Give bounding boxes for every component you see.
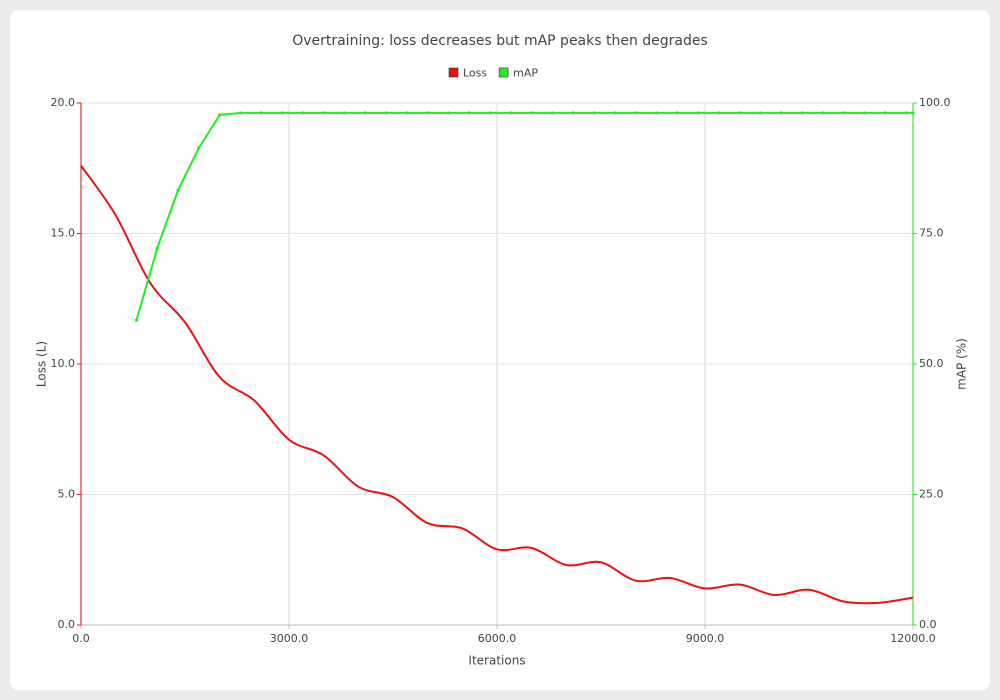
point (176, 188, 180, 192)
point (717, 111, 721, 115)
point (384, 111, 388, 115)
y-tick-label: 0.0 (58, 618, 76, 631)
point (738, 111, 742, 115)
point (592, 111, 596, 115)
y-axis-title: Loss (L) (35, 341, 49, 387)
point (446, 111, 451, 115)
chart-title: Overtraining: loss decreases but mAP pea… (292, 33, 708, 49)
x-tick-label: 9000.0 (686, 632, 725, 645)
point (155, 246, 159, 250)
point (696, 111, 700, 115)
point (259, 111, 263, 115)
y2-tick-label: 0.0 (919, 618, 937, 631)
y2-tick-label: 75.0 (919, 227, 944, 240)
point (613, 111, 617, 115)
point (821, 111, 825, 115)
legend-label: Loss (463, 67, 487, 80)
point (342, 111, 347, 115)
point (911, 111, 915, 115)
series-line (135, 111, 913, 321)
point (134, 318, 139, 322)
card (10, 10, 990, 690)
y2-axis-title: mAP (%) (955, 338, 969, 390)
y-tick-label: 5.0 (58, 488, 76, 501)
point (654, 111, 659, 115)
y-tick-label: 20.0 (51, 96, 76, 109)
y2-tick-label: 100.0 (919, 96, 951, 109)
point (634, 111, 638, 115)
y-tick-label: 15.0 (51, 227, 76, 240)
point (426, 111, 430, 115)
legend-swatch (498, 67, 509, 78)
point (218, 113, 222, 117)
legend-swatch (448, 67, 459, 78)
point (842, 111, 846, 115)
point (758, 111, 763, 115)
legend-label: mAP (513, 67, 538, 80)
y2-tick-label: 25.0 (919, 488, 944, 501)
point (509, 111, 513, 115)
series-line (80, 165, 914, 605)
point (280, 111, 284, 115)
x-tick-label: 12000.0 (890, 632, 936, 645)
point (779, 111, 783, 115)
point (197, 146, 201, 150)
x-axis-title: Iterations (468, 654, 525, 668)
point (800, 111, 804, 115)
y2-tick-label: 50.0 (919, 357, 944, 370)
point (363, 111, 367, 115)
point (883, 111, 887, 115)
x-tick-label: 0.0 (72, 632, 90, 645)
point (488, 111, 492, 115)
x-tick-label: 3000.0 (270, 632, 309, 645)
point (550, 111, 555, 115)
point (675, 111, 679, 115)
point (862, 111, 867, 115)
point (238, 111, 243, 115)
point (405, 111, 409, 115)
x-tick-label: 6000.0 (478, 632, 517, 645)
point (301, 111, 305, 115)
y-tick-label: 10.0 (51, 357, 76, 370)
point (322, 111, 326, 115)
point (571, 111, 575, 115)
point (904, 111, 908, 115)
point (467, 111, 471, 115)
point (530, 111, 534, 115)
